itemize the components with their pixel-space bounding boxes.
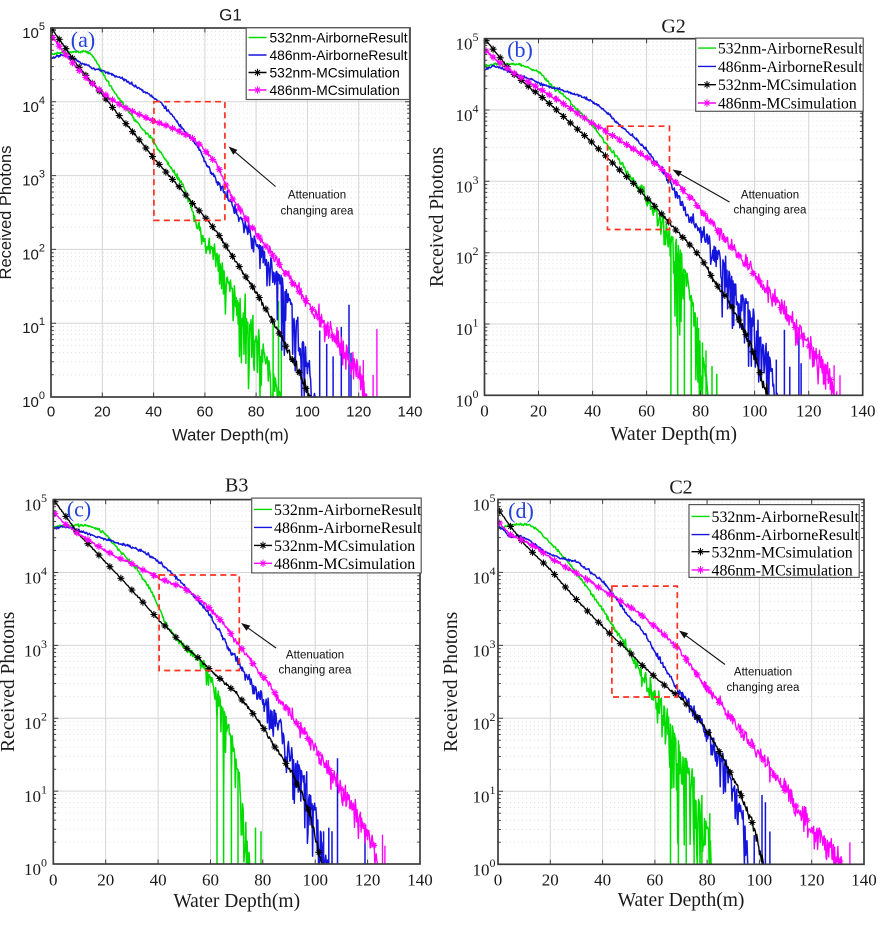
svg-text:Attenuation: Attenuation — [734, 667, 792, 679]
svg-text:40: 40 — [584, 401, 601, 420]
svg-text:60: 60 — [638, 401, 655, 420]
svg-text:60: 60 — [646, 871, 663, 890]
svg-text:Water Depth(m): Water Depth(m) — [610, 424, 737, 445]
svg-text:532nm-MCsimulation: 532nm-MCsimulation — [274, 538, 415, 555]
svg-text:changing area: changing area — [281, 206, 354, 218]
svg-text:140: 140 — [851, 871, 877, 890]
svg-text:0: 0 — [49, 871, 58, 890]
svg-text:532nm-MCsimulation: 532nm-MCsimulation — [718, 77, 857, 94]
svg-text:20: 20 — [97, 871, 114, 890]
svg-text:Water Depth(m): Water Depth(m) — [172, 427, 289, 445]
svg-text:0: 0 — [494, 871, 503, 890]
svg-text:40: 40 — [594, 871, 611, 890]
svg-text:60: 60 — [197, 404, 214, 421]
svg-text:486nm-MCsimulation: 486nm-MCsimulation — [270, 83, 400, 98]
svg-text:532nm-AirborneResult: 532nm-AirborneResult — [274, 502, 422, 519]
svg-text:120: 120 — [346, 404, 371, 421]
svg-text:changing area: changing area — [734, 205, 807, 217]
svg-text:532nm-MCsimulation: 532nm-MCsimulation — [712, 544, 853, 561]
svg-text:B3: B3 — [225, 474, 248, 496]
svg-text:(c): (c) — [67, 497, 91, 522]
svg-text:120: 120 — [796, 401, 822, 420]
svg-text:486nm-MCsimulation: 486nm-MCsimulation — [718, 96, 857, 113]
svg-text:486nm-AirborneResult: 486nm-AirborneResult — [718, 59, 863, 76]
svg-text:G1: G1 — [219, 6, 242, 25]
svg-text:140: 140 — [397, 404, 422, 421]
svg-text:Water Depth(m): Water Depth(m) — [618, 890, 745, 911]
svg-text:486nm-MCsimulation: 486nm-MCsimulation — [712, 563, 853, 580]
svg-text:(a): (a) — [71, 27, 95, 52]
svg-text:100: 100 — [742, 401, 768, 420]
svg-text:532nm-AirborneResult: 532nm-AirborneResult — [718, 41, 863, 58]
svg-text:changing area: changing area — [727, 682, 800, 694]
svg-text:20: 20 — [94, 404, 111, 421]
svg-text:120: 120 — [799, 871, 825, 890]
svg-text:G2: G2 — [661, 16, 685, 38]
svg-text:0: 0 — [47, 404, 55, 421]
svg-text:C2: C2 — [669, 477, 692, 499]
svg-text:40: 40 — [145, 404, 162, 421]
svg-text:140: 140 — [850, 401, 876, 420]
svg-text:60: 60 — [202, 871, 219, 890]
svg-text:486nm-MCsimulation: 486nm-MCsimulation — [274, 556, 415, 573]
svg-text:20: 20 — [542, 871, 559, 890]
svg-text:486nm-AirborneResult: 486nm-AirborneResult — [712, 527, 860, 544]
svg-text:80: 80 — [254, 871, 271, 890]
svg-text:80: 80 — [692, 401, 709, 420]
svg-text:532nm-MCsimulation: 532nm-MCsimulation — [270, 65, 400, 80]
svg-text:80: 80 — [699, 871, 716, 890]
svg-text:40: 40 — [150, 871, 167, 890]
svg-text:80: 80 — [248, 404, 265, 421]
svg-text:Received Photons: Received Photons — [441, 612, 462, 752]
svg-text:Attenuation: Attenuation — [286, 650, 344, 662]
svg-text:140: 140 — [407, 871, 433, 890]
svg-text:Attenuation: Attenuation — [741, 190, 799, 202]
svg-text:532nm-AirborneResult: 532nm-AirborneResult — [270, 30, 408, 45]
svg-text:532nm-AirborneResult: 532nm-AirborneResult — [712, 509, 860, 526]
svg-text:100: 100 — [295, 404, 320, 421]
svg-text:Received Photons: Received Photons — [427, 147, 448, 287]
svg-text:100: 100 — [302, 871, 328, 890]
svg-text:486nm-AirborneResult: 486nm-AirborneResult — [274, 520, 422, 537]
svg-text:Water Depth(m): Water Depth(m) — [173, 891, 300, 912]
svg-text:changing area: changing area — [279, 665, 352, 677]
svg-text:486nm-AirborneResult: 486nm-AirborneResult — [270, 48, 408, 63]
svg-text:Received Photons: Received Photons — [0, 146, 15, 280]
svg-text:120: 120 — [355, 871, 381, 890]
svg-text:0: 0 — [480, 401, 489, 420]
svg-text:100: 100 — [747, 871, 773, 890]
svg-text:Received Photons: Received Photons — [0, 612, 19, 752]
svg-text:(d): (d) — [508, 498, 534, 523]
svg-text:20: 20 — [530, 401, 547, 420]
svg-text:(b): (b) — [507, 37, 533, 62]
svg-text:Attenuation: Attenuation — [288, 190, 346, 202]
